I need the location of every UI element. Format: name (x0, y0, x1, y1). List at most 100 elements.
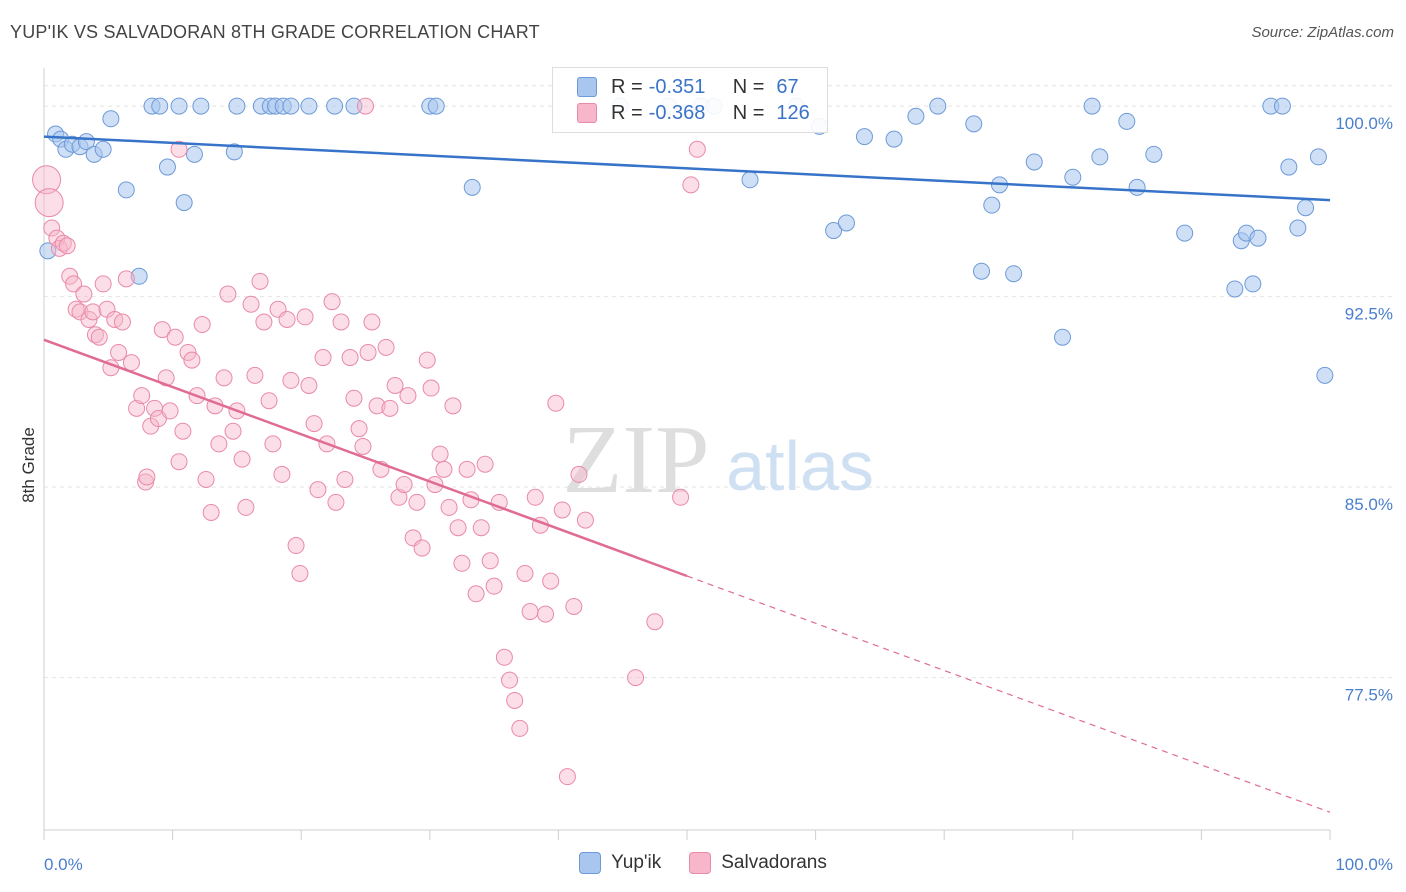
yupik-point (837, 214, 855, 232)
yupik-point (929, 97, 947, 115)
watermark-zip: ZIP (563, 406, 710, 514)
salvadoran-point (495, 648, 513, 666)
legend-r-value: -0.351 (648, 75, 706, 98)
yupik-point (300, 97, 318, 115)
yupik-point (326, 97, 344, 115)
salvadoran-point (133, 387, 151, 405)
salvadoran-point (526, 488, 544, 506)
salvadoran-point (314, 349, 332, 367)
legend-label-yupik: Yup'ik (611, 852, 662, 873)
salvadoran-point (61, 267, 79, 285)
salvadoran-point (363, 313, 381, 331)
salvadoran-point (453, 554, 471, 572)
salvadoran-point (197, 470, 215, 488)
salvadoran-point (215, 369, 233, 387)
salvadoran-point (646, 613, 664, 631)
yupik-point (907, 107, 925, 125)
salvadoran-point (273, 465, 291, 483)
yupik-point (282, 97, 300, 115)
salvadoran-point (237, 498, 255, 516)
salvadoran-point (80, 310, 98, 328)
salvadoran-point (219, 285, 237, 303)
watermark-atlas: atlas (726, 427, 874, 505)
salvadoran-point (688, 140, 706, 158)
salvadoran-point (395, 476, 413, 494)
yupik-point (225, 143, 243, 161)
salvadoran-point (537, 605, 555, 623)
yupik-point (175, 194, 193, 212)
salvadoran-point (242, 295, 260, 313)
salvadoran-point (278, 310, 296, 328)
salvadoran-point (418, 351, 436, 369)
source-label: Source: ZipAtlas.com (1251, 24, 1394, 41)
salvadoran-point (305, 415, 323, 433)
salvadoran-point (251, 272, 269, 290)
yupik-point (855, 128, 873, 146)
yupik-point (151, 97, 169, 115)
yupik-point (983, 196, 1001, 214)
salvadoran-point (58, 237, 76, 255)
salvadoran-point (449, 519, 467, 537)
salvadoran-point (516, 564, 534, 582)
salvadoran-point (408, 493, 426, 511)
yupik-point (1118, 112, 1136, 130)
salvadoran-point (43, 219, 61, 237)
salvadoran-point (122, 354, 140, 372)
legend-label-salvadorans: Salvadorans (721, 852, 827, 873)
salvadoran-point (323, 293, 341, 311)
y-tick-label: 85.0% (1345, 495, 1393, 514)
salvadoran-point (170, 453, 188, 471)
salvadoran-point (246, 366, 264, 384)
salvadoran-point (381, 399, 399, 417)
yupik-point (170, 97, 188, 115)
yupik-point (1273, 97, 1291, 115)
salvadoran-point (521, 603, 539, 621)
yupik-point (1226, 280, 1244, 298)
yupik-point (1309, 148, 1327, 166)
salvadoran-point (511, 719, 529, 737)
salvadoran-point (576, 511, 594, 529)
salvadoran-point (296, 308, 314, 326)
salvadoran-point (153, 321, 171, 339)
yupik-point (1297, 199, 1315, 217)
salvadoran-point (260, 392, 278, 410)
yupik-point (117, 181, 135, 199)
legend-n-value: 126 (776, 101, 810, 124)
salvadoran-point (422, 379, 440, 397)
salvadoran-point (377, 338, 395, 356)
salvadoran-point (547, 394, 565, 412)
legend-item-yupik: Yup'ik (579, 852, 661, 874)
salvadoran-point (287, 537, 305, 555)
salvadoran-point (300, 377, 318, 394)
salvadoran-point (458, 460, 476, 478)
salvadoran-point (345, 389, 363, 407)
salvadoran-point (179, 343, 197, 361)
yupik-point (427, 97, 445, 115)
yupik-point (130, 267, 148, 285)
yupik-point (345, 97, 363, 115)
salvadoran-point (255, 313, 273, 331)
salvadoran-point (368, 397, 386, 415)
salvadoran-point (357, 97, 374, 115)
yupik-point (1128, 178, 1146, 196)
yupik-point (1054, 328, 1072, 346)
salvadoran-point (341, 349, 359, 367)
legend-r-value: -0.368 (648, 101, 706, 124)
legend-item-salvadorans: Salvadorans (689, 852, 827, 874)
legend-n-label: N = (732, 101, 765, 124)
yupik-point (1176, 224, 1194, 242)
salvadoran-point (431, 445, 449, 463)
yupik-point (192, 97, 210, 115)
salvadoran-point (113, 313, 131, 331)
salvadoran-point (481, 552, 499, 570)
salvadoran-point (359, 343, 377, 361)
salvadoran-point (128, 399, 146, 417)
salvadoran-point (440, 498, 458, 516)
salvadoran-point (501, 671, 519, 689)
salvadoran-point (174, 422, 192, 440)
yupik-point (1083, 97, 1101, 115)
salvadoran-trend-extension (686, 575, 1331, 813)
salvadoran-point (506, 691, 524, 709)
salvadoran-point (183, 351, 201, 369)
